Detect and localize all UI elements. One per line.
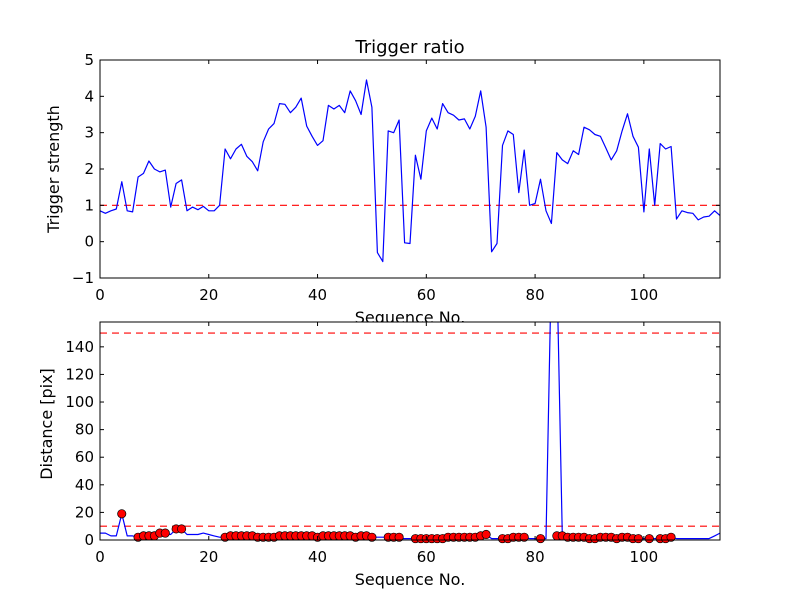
x-axis-ticks: 0 20 40 60 80 100: [95, 60, 658, 304]
y-tick-label: 2: [84, 160, 94, 178]
x-tick-label: 80: [526, 286, 545, 304]
y-tick-label: 5: [84, 51, 94, 69]
data-point: [367, 532, 377, 542]
y-axis-label: Trigger strength: [44, 105, 63, 234]
x-tick-label: 0: [95, 286, 105, 304]
x-tick-label: 40: [308, 286, 327, 304]
x-axis-label: Sequence No.: [355, 570, 466, 589]
x-tick-label: 100: [630, 548, 659, 566]
y-tick-label: 80: [75, 421, 94, 439]
data-point: [177, 524, 187, 534]
x-tick-label: 80: [526, 548, 545, 566]
y-tick-label: 0: [84, 233, 94, 251]
data-point: [481, 529, 491, 540]
plot-frame: [99, 59, 721, 279]
series-line: [100, 79, 720, 263]
distance-chart: 0 20 40 60 80 100 0 20 40 60 80 100 120 140 Sequence…: [37, 321, 721, 589]
data-point: [519, 532, 529, 542]
y-tick-label: −1: [72, 269, 94, 287]
data-point: [666, 532, 676, 542]
y-tick-label: 4: [84, 87, 94, 105]
data-series: [100, 79, 720, 263]
data-point: [117, 509, 127, 519]
x-tick-label: 60: [417, 548, 436, 566]
threshold-lines: [100, 332, 720, 527]
plot-background: [100, 322, 720, 540]
y-tick-label: 1: [84, 196, 94, 214]
y-tick-label: 40: [75, 476, 94, 494]
x-tick-label: 60: [417, 286, 436, 304]
x-tick-label: 20: [199, 286, 218, 304]
data-markers: [117, 509, 676, 544]
y-tick-label: 60: [75, 448, 94, 466]
y-axis-ticks: 0 20 40 60 80 100 120 140: [65, 338, 720, 549]
x-tick-label: 0: [95, 548, 105, 566]
x-axis-ticks: 0 20 40 60 80 100: [95, 322, 658, 566]
data-point: [160, 528, 170, 538]
x-tick-label: 40: [308, 548, 327, 566]
y-axis-ticks: −1 0 1 2 3 4 5: [72, 51, 720, 287]
y-tick-label: 120: [65, 365, 94, 383]
chart-title: Trigger ratio: [354, 37, 464, 58]
y-tick-label: 20: [75, 503, 94, 521]
data-point: [644, 534, 654, 544]
y-tick-label: 3: [84, 124, 94, 142]
data-point: [394, 532, 404, 542]
y-tick-label: 140: [65, 338, 94, 356]
x-tick-label: 20: [199, 548, 218, 566]
y-tick-label: 0: [84, 531, 94, 549]
x-tick-label: 100: [630, 286, 659, 304]
data-point: [535, 534, 546, 544]
data-point: [633, 534, 643, 544]
plot-frame: [99, 321, 721, 541]
y-axis-label: Distance [pix]: [37, 368, 56, 480]
y-tick-label: 100: [65, 393, 94, 411]
